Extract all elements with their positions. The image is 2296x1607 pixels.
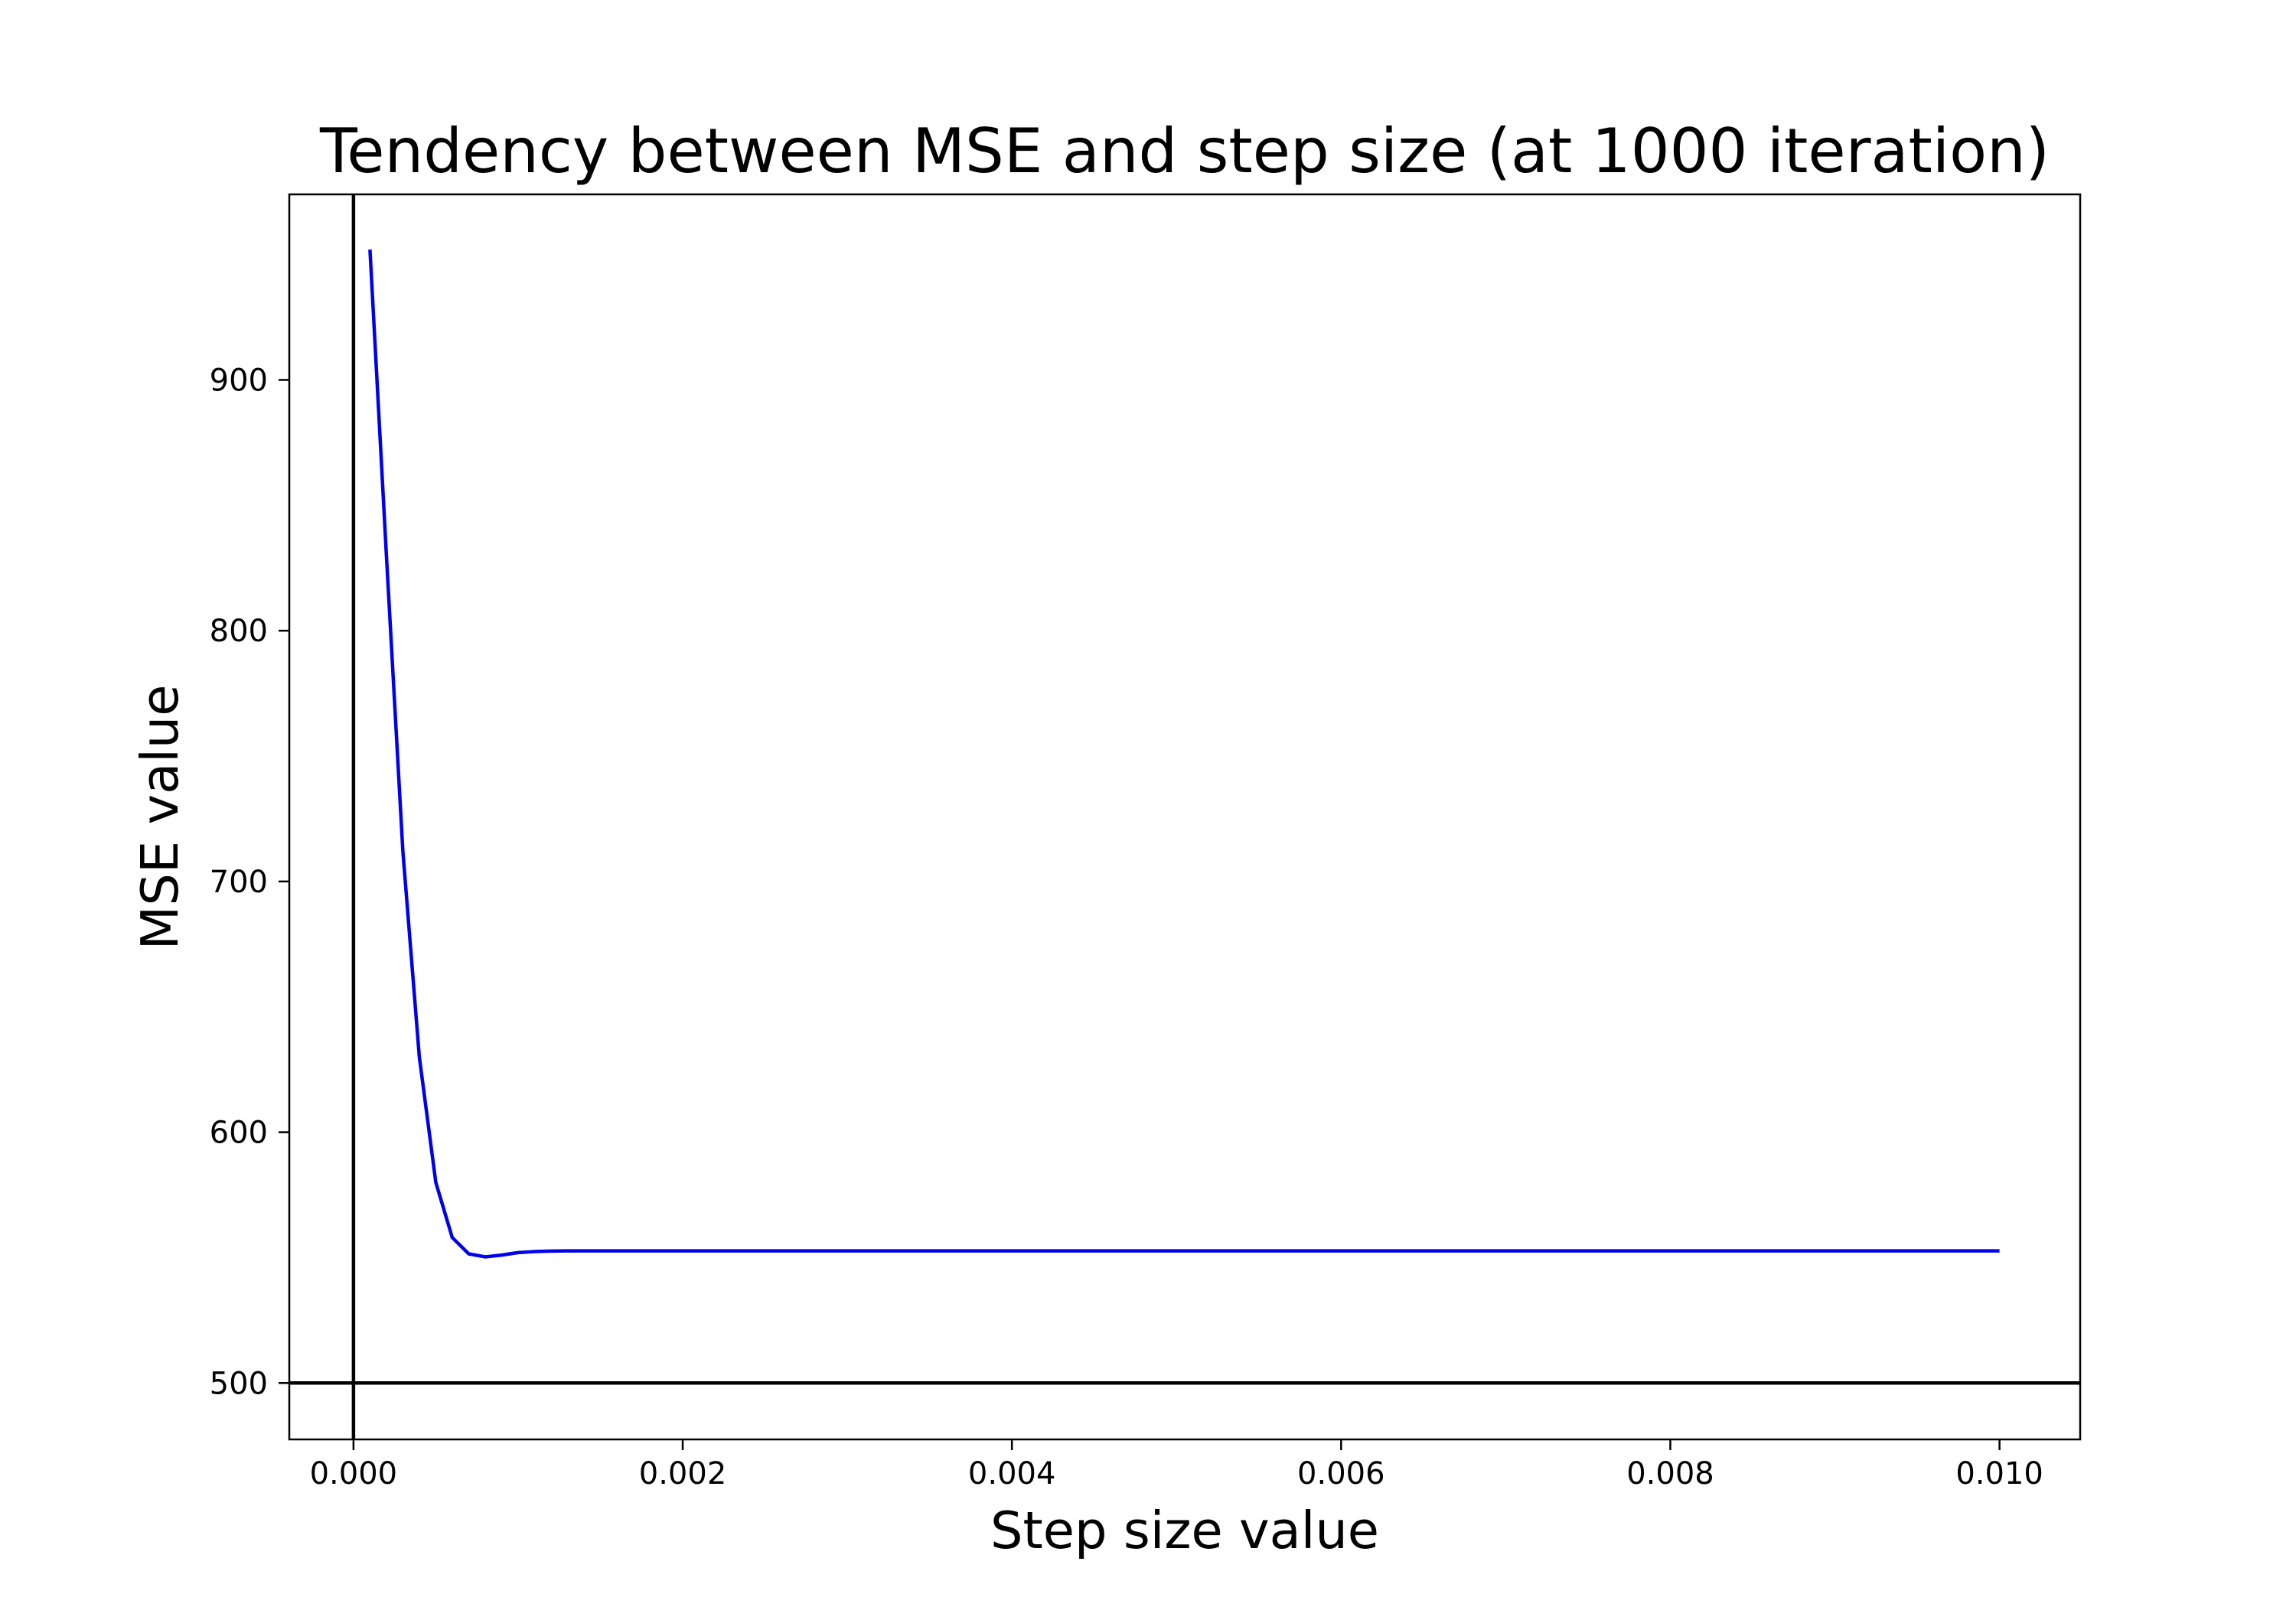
y-tick-label: 900 xyxy=(210,363,268,398)
x-tick-label: 0.006 xyxy=(1297,1456,1385,1491)
x-axis-label: Step size value xyxy=(990,1501,1379,1560)
x-tick-label: 0.002 xyxy=(639,1456,727,1491)
x-tick-label: 0.004 xyxy=(968,1456,1056,1491)
x-tick-label: 0.000 xyxy=(310,1456,398,1491)
series-line-0 xyxy=(368,249,2000,1259)
x-tick-label: 0.010 xyxy=(1955,1456,2043,1491)
y-tick-label: 800 xyxy=(210,614,268,649)
plot-frame xyxy=(288,193,2082,1441)
y-tick-label: 500 xyxy=(210,1366,268,1401)
y-axis-label: MSE value xyxy=(130,685,190,950)
plot-area xyxy=(288,193,2082,1441)
reference-lines xyxy=(289,194,2080,1439)
y-axis: 500 600 700 800 900 xyxy=(210,363,289,1401)
series-layer xyxy=(368,249,2000,1259)
y-tick-label: 700 xyxy=(210,865,268,900)
plot-background xyxy=(289,194,2080,1439)
x-axis: 0.000 0.002 0.004 0.006 0.008 0.010 xyxy=(310,1439,2043,1491)
chart-title: Tendency between MSE and step size (at 1… xyxy=(319,116,2050,187)
x-tick-label: 0.008 xyxy=(1626,1456,1714,1491)
y-tick-label: 600 xyxy=(210,1116,268,1151)
